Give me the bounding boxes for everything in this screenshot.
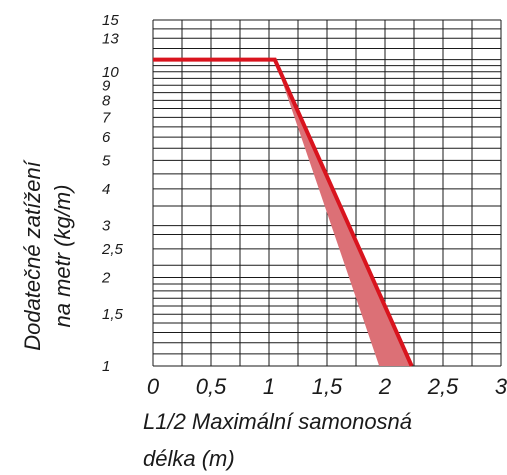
y-tick-label: 7 <box>102 109 111 126</box>
x-tick-label: 0,5 <box>196 374 227 399</box>
y-tick-label: 2,5 <box>101 241 124 258</box>
x-tick-label: 2 <box>378 374 391 399</box>
y-tick-label: 9 <box>102 77 111 94</box>
y-tick-label: 10 <box>102 64 119 81</box>
y-tick-label: 13 <box>102 30 119 47</box>
y-axis-title-line-2: na metr (kg/m) <box>50 184 75 327</box>
series <box>153 57 414 367</box>
y-tick-label: 1,5 <box>102 306 124 323</box>
y-tick-label: 1 <box>102 358 110 375</box>
y-tick-label: 2 <box>101 269 111 286</box>
x-tick-label: 0 <box>147 374 160 399</box>
y-axis-title: Dodatečné zatížení na metr (kg/m) <box>20 159 75 350</box>
series-line <box>153 57 414 367</box>
x-axis-title-line-2: délka (m) <box>143 446 235 471</box>
grid <box>152 19 502 367</box>
y-tick-label: 6 <box>102 129 111 146</box>
y-tick-label: 15 <box>102 12 119 29</box>
y-tick-label: 3 <box>102 218 111 235</box>
x-tick-labels: 0 0,5 1 1,5 2 2,5 3 <box>147 374 507 399</box>
y-tick-label: 5 <box>102 152 111 169</box>
x-tick-label: 1,5 <box>312 374 343 399</box>
y-axis-title-line-1: Dodatečné zatížení <box>20 159 45 350</box>
y-tick-label: 4 <box>102 181 110 198</box>
y-tick-label: 8 <box>102 92 111 109</box>
x-tick-label: 1 <box>263 374 275 399</box>
x-tick-label: 3 <box>495 374 507 399</box>
x-tick-label: 2,5 <box>427 374 459 399</box>
x-axis-title-line-1: L1/2 Maximální samonosná <box>143 409 412 434</box>
